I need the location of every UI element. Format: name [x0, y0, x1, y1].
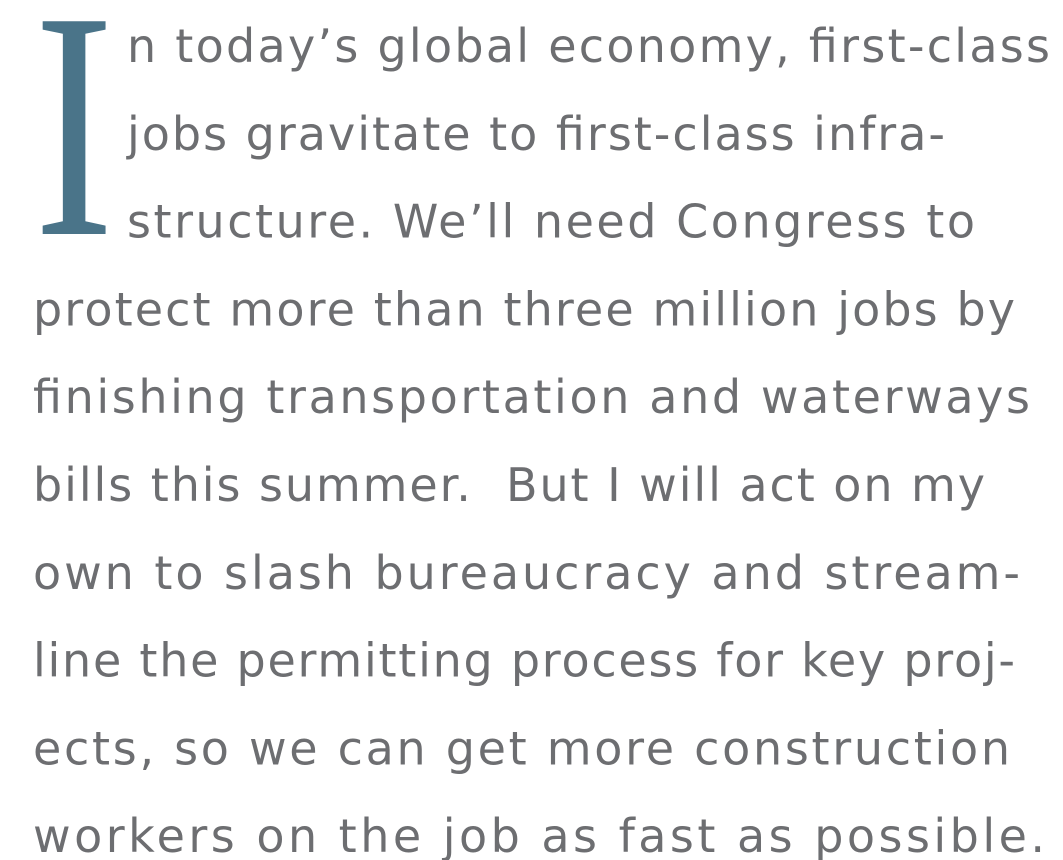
text-line: structure. We’ll need Congress to — [127, 195, 975, 249]
text-line: protect more than three million jobs by — [33, 282, 1015, 336]
text-line: n today’s global economy, first-class — [127, 19, 1050, 73]
text-line: ects, so we can get more construction — [33, 721, 1010, 775]
text-line: line the permitting process for key proj… — [33, 634, 1015, 688]
text-line: finishing transportation and waterways — [33, 370, 1030, 424]
text-line: jobs gravitate to first-class infra- — [126, 107, 945, 161]
drop-cap: I — [34, 0, 114, 305]
text-line: workers on the job as fast as possible. — [33, 809, 1045, 860]
paragraph: n today’s global economy, first-class job… — [33, 19, 1050, 860]
text-line: bills this summer. But I will act on my — [33, 458, 985, 512]
text-line: own to slash bureaucracy and stream- — [33, 546, 1020, 600]
